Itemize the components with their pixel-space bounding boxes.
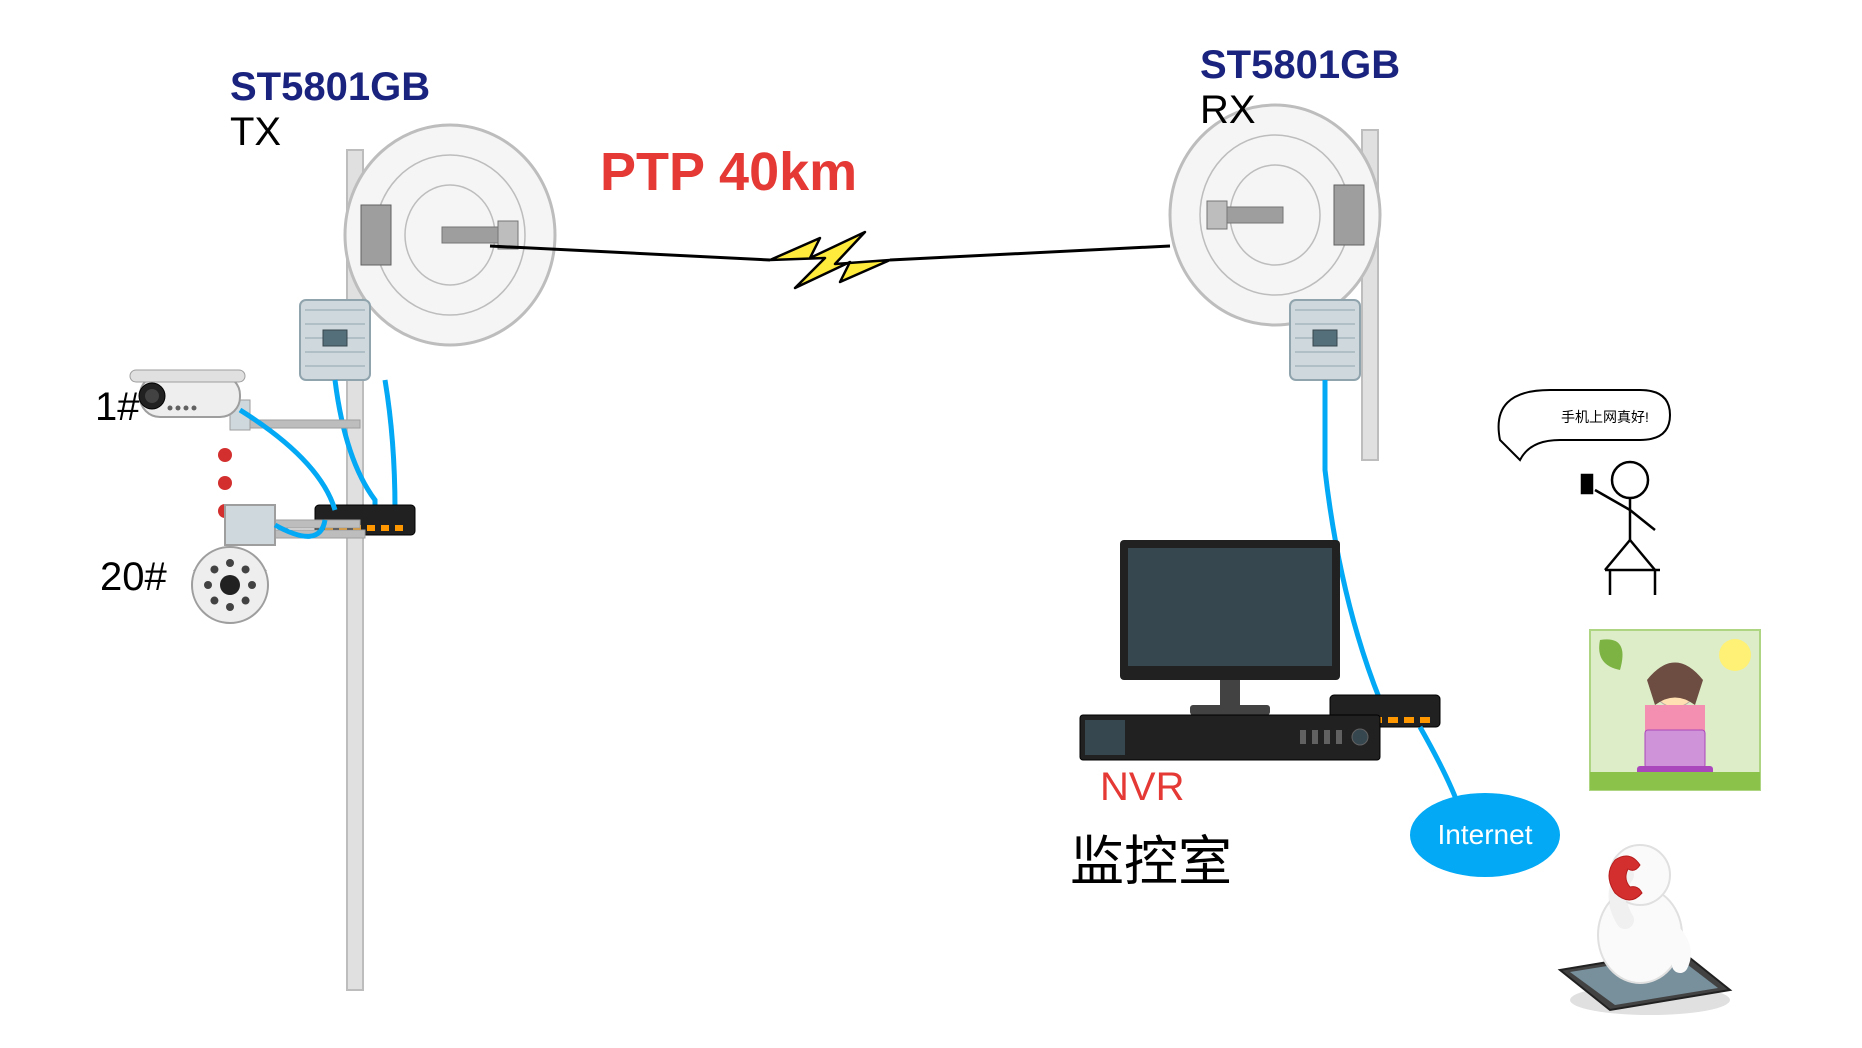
camera-range-dot (218, 448, 232, 462)
diagram-canvas: 1#20#Internet手机上网真好!ST5801GBTXST5801GBRX… (0, 0, 1862, 1048)
camera-first-label: 1# (95, 385, 140, 429)
internet-label: Internet (1438, 819, 1533, 850)
lightning-icon (770, 232, 890, 288)
speech-text: 手机上网真好! (1561, 409, 1649, 425)
speech-bubble (1499, 390, 1670, 460)
tx-role-label: TX (230, 110, 281, 154)
link-label: PTP 40km (600, 142, 857, 202)
tx-model-label: ST5801GB (230, 65, 430, 109)
tx-feed (442, 227, 502, 243)
camera-range-dot (218, 476, 232, 490)
link-line-right (890, 246, 1170, 260)
rx-model-label: ST5801GB (1200, 43, 1400, 87)
user-3d-figure (1560, 845, 1730, 1015)
camera-last-label: 20# (100, 555, 167, 599)
user-elderly (1582, 462, 1660, 595)
room-label: 监控室 (1070, 832, 1232, 892)
rx-role-label: RX (1200, 88, 1256, 132)
nvr-label: NVR (1100, 765, 1184, 809)
